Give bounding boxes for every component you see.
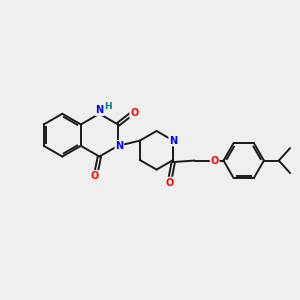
Text: O: O (130, 108, 138, 118)
Text: O: O (166, 178, 174, 188)
Text: O: O (211, 156, 219, 166)
Text: N: N (95, 105, 104, 115)
Text: O: O (91, 171, 99, 181)
Text: H: H (104, 102, 112, 111)
Text: N: N (169, 136, 177, 146)
Text: N: N (115, 141, 124, 151)
